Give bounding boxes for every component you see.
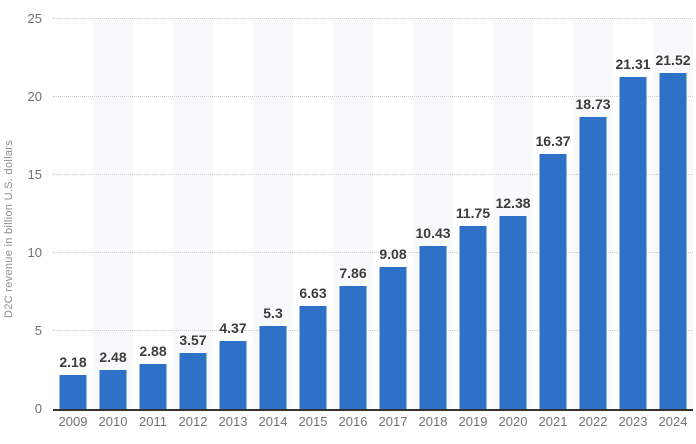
x-tick-label: 2022 (578, 414, 608, 429)
bar-value-label: 3.57 (179, 332, 207, 349)
y-tick-label: 5 (34, 323, 42, 338)
bar-value-label: 21.31 (615, 55, 651, 72)
y-tick-label: 0 (34, 401, 42, 416)
bar-value-label: 10.43 (415, 225, 451, 242)
bar-value-label: 7.86 (339, 265, 367, 282)
bar-2023[interactable] (619, 76, 647, 409)
bar-value-label: 11.75 (455, 204, 491, 221)
y-tick-label: 25 (27, 11, 42, 26)
x-tick-label: 2020 (498, 414, 528, 429)
bar-2016[interactable] (339, 286, 367, 409)
column-band: 2.88 (133, 19, 173, 409)
bar-value-label: 5.3 (263, 305, 283, 322)
gridline (53, 252, 693, 253)
y-tick-label: 20 (27, 89, 42, 104)
bar-value-label: 12.38 (495, 194, 531, 211)
x-tick-label: 2016 (338, 414, 368, 429)
bar-2012[interactable] (179, 353, 207, 409)
column-band: 16.37 (533, 19, 573, 409)
x-tick-label: 2014 (258, 414, 288, 429)
bar-2019[interactable] (459, 225, 487, 409)
column-band: 21.31 (613, 19, 653, 409)
x-tick-label: 2023 (618, 414, 648, 429)
column-band: 4.37 (213, 19, 253, 409)
gridline (53, 96, 693, 97)
x-tick-label: 2013 (218, 414, 248, 429)
column-band: 7.86 (333, 19, 373, 409)
column-band: 2.18 (53, 19, 93, 409)
bar-value-label: 2.48 (99, 349, 127, 366)
bar-2011[interactable] (139, 364, 167, 409)
x-tick-label: 2011 (139, 414, 167, 429)
column-band: 6.63 (293, 19, 333, 409)
column-band: 5.3 (253, 19, 293, 409)
gridline (53, 174, 693, 175)
x-axis-line (53, 409, 693, 411)
column-band: 3.57 (173, 19, 213, 409)
bar-value-label: 18.73 (575, 95, 611, 112)
bar-value-label: 21.52 (655, 52, 691, 69)
column-band: 9.08 (373, 19, 413, 409)
bar-2009[interactable] (59, 375, 87, 409)
x-tick-label: 2010 (98, 414, 128, 429)
x-tick-label: 2015 (298, 414, 328, 429)
bar-value-label: 9.08 (379, 246, 407, 263)
y-axis-ticks: 0 5 10 15 20 25 (0, 12, 44, 416)
x-tick-label: 2009 (58, 414, 88, 429)
bar-2015[interactable] (299, 305, 327, 409)
bar-2010[interactable] (99, 370, 127, 409)
x-tick-label: 2018 (418, 414, 448, 429)
bar-value-label: 16.37 (535, 132, 571, 149)
bar-2017[interactable] (379, 267, 407, 409)
bar-2013[interactable] (219, 340, 247, 409)
bar-2020[interactable] (499, 215, 527, 409)
bar-2021[interactable] (539, 153, 567, 409)
x-tick-label: 2017 (378, 414, 408, 429)
plot-area: 2.18 2.48 2.88 3.57 4.37 5.3 6.63 7.86 9.08 10.43… (53, 18, 693, 411)
column-band: 2.48 (93, 19, 133, 409)
bar-2014[interactable] (259, 326, 287, 409)
gridline (53, 18, 693, 19)
column-band: 10.43 (413, 19, 453, 409)
bar-2018[interactable] (419, 246, 447, 409)
x-axis-labels: 2009 2010 2011 2012 2013 2014 2015 2016 2017 2018… (53, 414, 693, 429)
bar-2022[interactable] (579, 116, 607, 409)
y-tick-label: 15 (27, 167, 42, 182)
bar-value-label: 6.63 (299, 284, 327, 301)
x-tick-label: 2012 (178, 414, 208, 429)
bar-value-label: 2.18 (59, 354, 87, 370)
x-tick-label: 2021 (538, 414, 568, 429)
column-band: 18.73 (573, 19, 613, 409)
gridline (53, 330, 693, 331)
column-band: 11.75 (453, 19, 493, 409)
column-band: 12.38 (493, 19, 533, 409)
bar-value-label: 2.88 (139, 343, 167, 360)
x-tick-label: 2019 (458, 414, 488, 429)
y-tick-label: 10 (27, 245, 42, 260)
column-band: 21.52 (653, 19, 693, 409)
bar-2024[interactable] (659, 73, 687, 409)
bar-value-label: 4.37 (219, 319, 247, 336)
x-tick-label: 2024 (658, 414, 688, 429)
